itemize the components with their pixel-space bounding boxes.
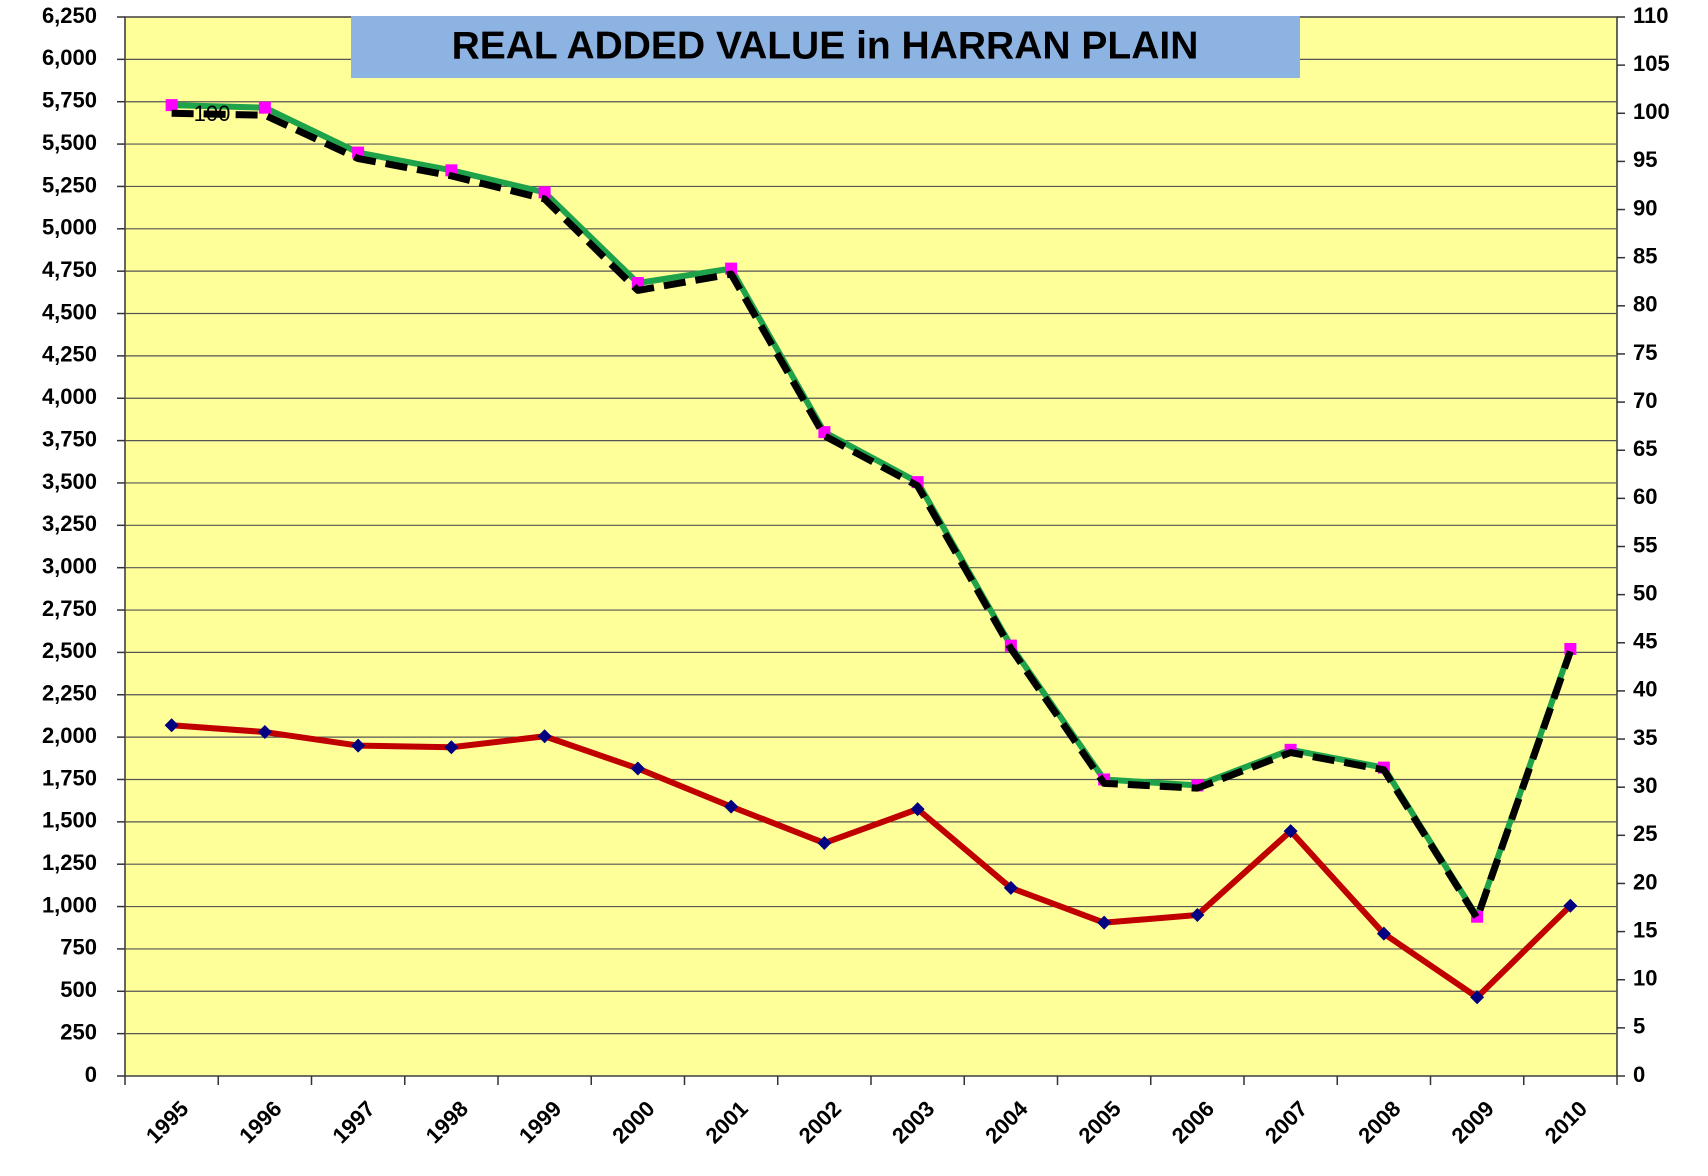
y-tick-label: 2,750 (42, 596, 97, 621)
x-tick-label: 1997 (327, 1096, 379, 1148)
y-tick-label: 1,500 (42, 808, 97, 833)
x-tick-label: 1995 (141, 1096, 193, 1148)
y2-tick-label: 60 (1633, 484, 1657, 509)
y2-tick-label: 70 (1633, 388, 1657, 413)
x-tick-label: 2008 (1353, 1096, 1405, 1148)
y-tick-label: 750 (60, 935, 97, 960)
plot-area (124, 16, 1618, 1077)
y-tick-label: 2,500 (42, 638, 97, 663)
y-tick-label: 1,750 (42, 765, 97, 790)
y-tick-label: 4,250 (42, 342, 97, 367)
y-tick-label: 3,500 (42, 469, 97, 494)
x-tick-label: 2003 (887, 1096, 939, 1148)
y2-tick-label: 10 (1633, 966, 1657, 991)
y2-tick-label: 30 (1633, 773, 1657, 798)
marker (630, 761, 645, 776)
y2-tick-label: 95 (1633, 147, 1657, 172)
title-box (351, 16, 1300, 78)
marker (257, 725, 272, 740)
y-tick-label: 3,000 (42, 553, 97, 578)
y-tick-label: 3,750 (42, 426, 97, 451)
marker (444, 740, 459, 755)
y2-tick-label: 50 (1633, 580, 1657, 605)
data-label: 100 (194, 101, 231, 126)
marker (165, 99, 178, 112)
y-tick-label: 0 (85, 1062, 97, 1087)
y2-tick-label: 5 (1633, 1014, 1645, 1039)
marker (1283, 824, 1298, 839)
y-tick-label: 6,250 (42, 3, 97, 28)
x-tick-label: 2010 (1540, 1096, 1592, 1148)
marker (1003, 880, 1018, 895)
y-tick-label: 2,250 (42, 681, 97, 706)
marker (537, 729, 552, 744)
y-tick-label: 5,500 (42, 130, 97, 155)
marker (538, 186, 551, 199)
marker (910, 802, 925, 817)
y-tick-label: 250 (60, 1019, 97, 1044)
x-tick-label: 1999 (514, 1096, 566, 1148)
y-tick-label: 4,750 (42, 257, 97, 282)
x-tick-label: 2001 (700, 1096, 752, 1148)
y2-tick-label: 35 (1633, 725, 1657, 750)
chart-title: REAL ADDED VALUE in HARRAN PLAIN (452, 24, 1199, 67)
x-tick-label: 2004 (980, 1095, 1033, 1148)
y2-tick-label: 0 (1633, 1062, 1645, 1087)
y2-tick-label: 20 (1633, 869, 1657, 894)
x-tick-label: 2009 (1446, 1096, 1498, 1148)
y-tick-label: 2,000 (42, 723, 97, 748)
marker (817, 836, 832, 851)
marker (1470, 990, 1485, 1005)
y2-tick-label: 105 (1633, 51, 1670, 76)
x-tick-label: 2002 (794, 1096, 846, 1148)
y2-tick-label: 110 (1633, 3, 1669, 28)
y2-tick-label: 45 (1633, 629, 1657, 654)
marker (1097, 915, 1112, 930)
y-tick-label: 1,000 (42, 892, 97, 917)
y-tick-label: 4,500 (42, 299, 97, 324)
y-tick-label: 6,000 (42, 45, 97, 70)
y2-tick-label: 25 (1633, 821, 1657, 846)
y2-tick-label: 75 (1633, 340, 1657, 365)
y2-tick-label: 65 (1633, 436, 1657, 461)
marker (724, 799, 739, 814)
y2-tick-label: 15 (1633, 917, 1657, 942)
marker (164, 718, 179, 733)
y-tick-label: 5,750 (42, 88, 97, 113)
y-tick-label: 3,250 (42, 511, 97, 536)
marker (258, 101, 271, 114)
marker (1376, 926, 1391, 941)
x-tick-label: 2005 (1073, 1096, 1125, 1148)
y2-tick-label: 90 (1633, 195, 1657, 220)
y2-tick-label: 85 (1633, 243, 1657, 268)
marker (1190, 908, 1205, 923)
y2-tick-label: 100 (1633, 99, 1670, 124)
y-tick-label: 5,000 (42, 215, 97, 240)
y-tick-label: 5,250 (42, 172, 97, 197)
y2-tick-label: 55 (1633, 532, 1657, 557)
marker (1563, 898, 1578, 913)
y-tick-label: 4,000 (42, 384, 97, 409)
series-line (171, 109, 1574, 922)
x-tick-label: 2000 (607, 1096, 659, 1148)
x-tick-label: 1996 (234, 1096, 286, 1148)
x-tick-label: 2007 (1260, 1096, 1312, 1148)
y2-tick-label: 40 (1633, 677, 1657, 702)
y-tick-label: 1,250 (42, 850, 97, 875)
marker (351, 738, 366, 753)
y-tick-label: 500 (60, 977, 97, 1002)
series-line (171, 722, 1573, 1001)
x-tick-label: 2006 (1167, 1096, 1219, 1148)
y2-tick-label: 80 (1633, 292, 1657, 317)
x-tick-label: 1998 (421, 1096, 473, 1148)
